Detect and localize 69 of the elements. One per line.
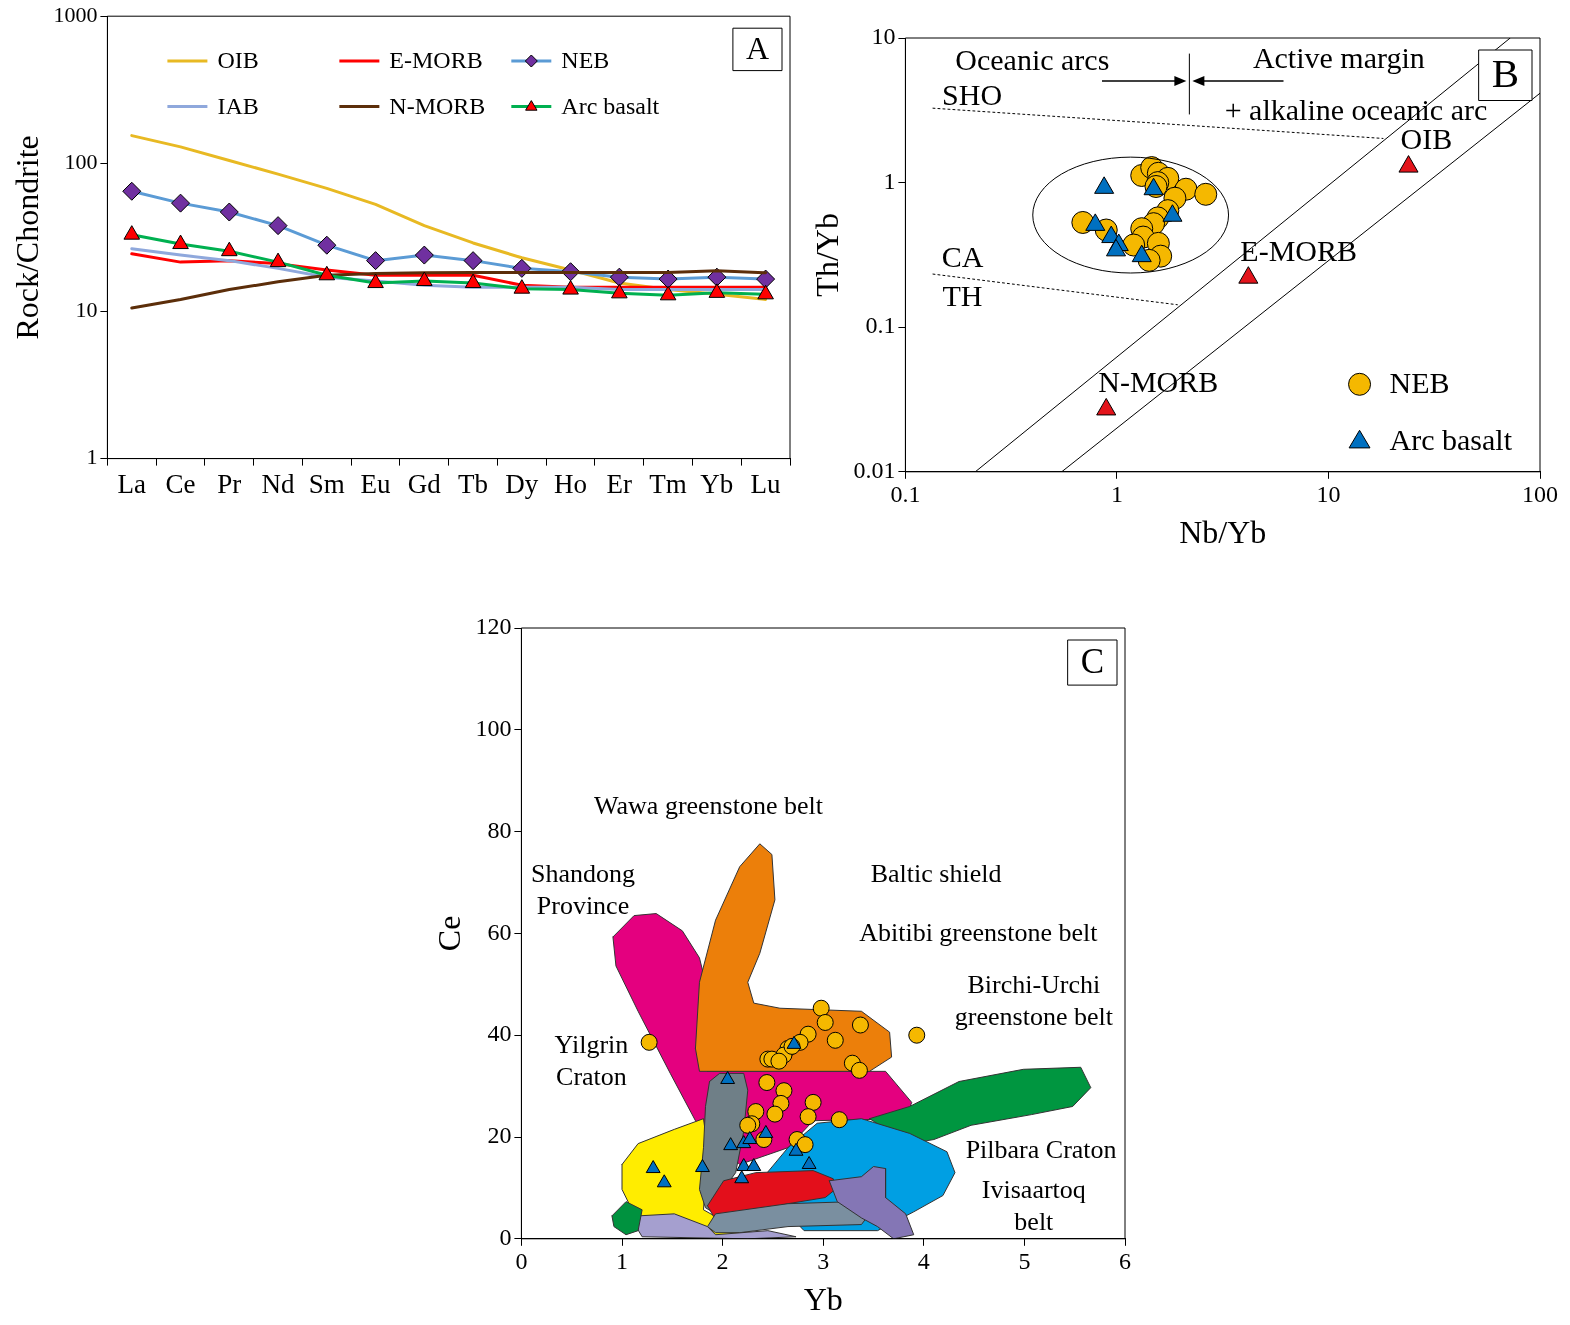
annotation: Yilgrin Craton: [554, 1029, 629, 1092]
x-tick-label: Tb: [458, 468, 489, 499]
legend-label: OIB: [217, 47, 259, 74]
legend-label: N-MORB: [389, 92, 486, 119]
legend-label: NEB: [1389, 366, 1450, 400]
x-tick-label: Pr: [217, 468, 242, 499]
annotation: CA: [941, 240, 984, 274]
x-tick-label: La: [117, 468, 147, 499]
legend-label: Arc basalt: [561, 92, 660, 119]
annotation: C: [1080, 641, 1105, 681]
y-tick-label: 120: [475, 613, 512, 640]
x-tick-label: 4: [917, 1248, 930, 1275]
x-tick-label: 6: [1119, 1248, 1131, 1275]
y-tick-label: 40: [487, 1020, 512, 1047]
y-tick-label: 100: [64, 149, 98, 175]
x-tick-label: 1: [616, 1248, 628, 1275]
x-tick-label: 1: [1110, 481, 1123, 508]
legend-label: Arc basalt: [1389, 423, 1513, 457]
annotation: B: [1491, 50, 1520, 97]
x-tick-label: Tm: [649, 468, 687, 499]
y-tick-label: 1: [86, 444, 98, 470]
x-tick-label: Ce: [165, 468, 196, 499]
annotation: Baltic shield: [870, 859, 1002, 889]
y-tick-label: 1000: [53, 1, 98, 27]
x-tick-label: Sm: [308, 468, 345, 499]
legend-label: IAB: [217, 92, 259, 119]
annotation: A: [745, 29, 769, 66]
annotation: Pilbara Craton: [965, 1134, 1117, 1164]
x-tick-label: Eu: [360, 468, 392, 499]
y-tick-label: 0.1: [865, 312, 896, 339]
x-tick-label: Gd: [407, 468, 442, 499]
y-axis-title: Ce: [430, 915, 467, 952]
x-axis-title: Nb/Yb: [1179, 514, 1267, 551]
y-tick-label: 0.01: [853, 457, 896, 484]
x-tick-label: Er: [606, 468, 633, 499]
annotation: Oceanic arcs: [955, 42, 1110, 76]
x-tick-label: 10: [1316, 481, 1341, 508]
x-axis-title: Yb: [803, 1281, 843, 1318]
y-axis-title: Rock/Chondrite: [8, 135, 45, 340]
y-tick-label: 100: [475, 715, 512, 742]
y-axis-title: Th/Yb: [808, 213, 845, 297]
x-tick-label: 5: [1018, 1248, 1031, 1275]
annotation: Abitibi greenstone belt: [859, 918, 1099, 948]
x-tick-label: Ho: [554, 468, 588, 499]
x-tick-label: Nd: [261, 468, 296, 499]
annotation: Active margin: [1252, 40, 1425, 74]
y-tick-label: 10: [871, 23, 896, 50]
y-tick-label: 60: [487, 918, 512, 945]
x-tick-label: 2: [716, 1248, 729, 1275]
annotation: TH: [942, 279, 983, 313]
y-tick-label: 10: [75, 296, 98, 322]
annotation: SHO: [942, 78, 1003, 112]
annotation: Ivisaartoq belt: [981, 1174, 1086, 1237]
annotation: Wawa greenstone belt: [594, 791, 824, 821]
annotation: OIB: [1400, 122, 1453, 156]
x-tick-label: 0.1: [890, 481, 921, 508]
y-tick-label: 80: [487, 816, 512, 843]
x-tick-label: Dy: [505, 468, 539, 499]
x-tick-label: Yb: [700, 468, 734, 499]
x-tick-label: Lu: [750, 468, 782, 499]
x-tick-label: 3: [817, 1248, 830, 1275]
y-tick-label: 0: [499, 1224, 512, 1251]
y-tick-label: 20: [487, 1122, 512, 1149]
y-tick-label: 1: [883, 167, 896, 194]
legend-label: NEB: [561, 47, 610, 74]
legend-label: E-MORB: [389, 47, 483, 74]
x-tick-label: 100: [1522, 481, 1558, 508]
annotation: Shandong Province: [530, 858, 635, 921]
annotation: Birchi-Urchi greenstone belt: [954, 970, 1114, 1032]
